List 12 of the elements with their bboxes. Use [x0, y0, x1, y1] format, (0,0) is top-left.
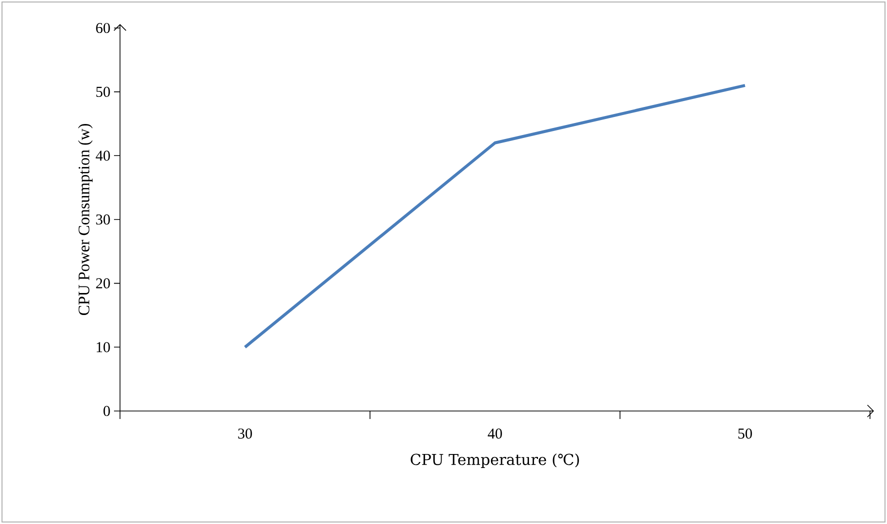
y-tick-label: 0 [104, 406, 110, 416]
y-tick-label: 30 [96, 214, 110, 225]
x-axis-title: CPU Temperature (℃) [410, 454, 579, 468]
y-tick-label: 10 [96, 342, 110, 352]
y-tick-label: 50 [96, 86, 110, 97]
y-tick-label: 40 [96, 150, 110, 161]
y-axis-title: CPU Power Consumption (w) [78, 124, 93, 316]
y-tick-label: 60 [96, 22, 110, 34]
x-tick-label: 30 [238, 428, 252, 439]
x-tick-label: 50 [738, 428, 752, 439]
x-tick-label: 40 [488, 428, 502, 439]
y-tick-label: 20 [96, 278, 110, 288]
